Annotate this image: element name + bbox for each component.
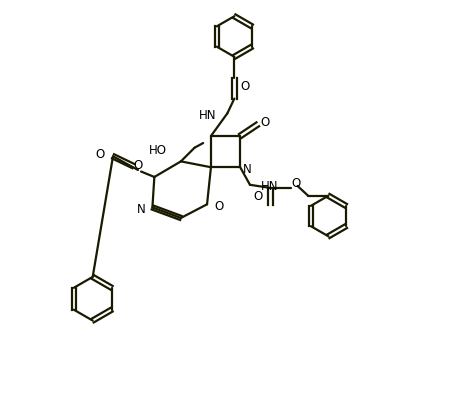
Text: O: O (95, 148, 104, 161)
Text: O: O (133, 159, 143, 172)
Text: O: O (253, 190, 262, 203)
Text: N: N (137, 203, 145, 216)
Text: HN: HN (199, 109, 217, 122)
Text: HN: HN (261, 180, 278, 193)
Text: O: O (260, 116, 270, 129)
Text: O: O (241, 80, 250, 93)
Text: O: O (292, 177, 301, 190)
Text: O: O (214, 200, 223, 213)
Text: HO: HO (149, 144, 167, 157)
Text: N: N (243, 163, 252, 176)
